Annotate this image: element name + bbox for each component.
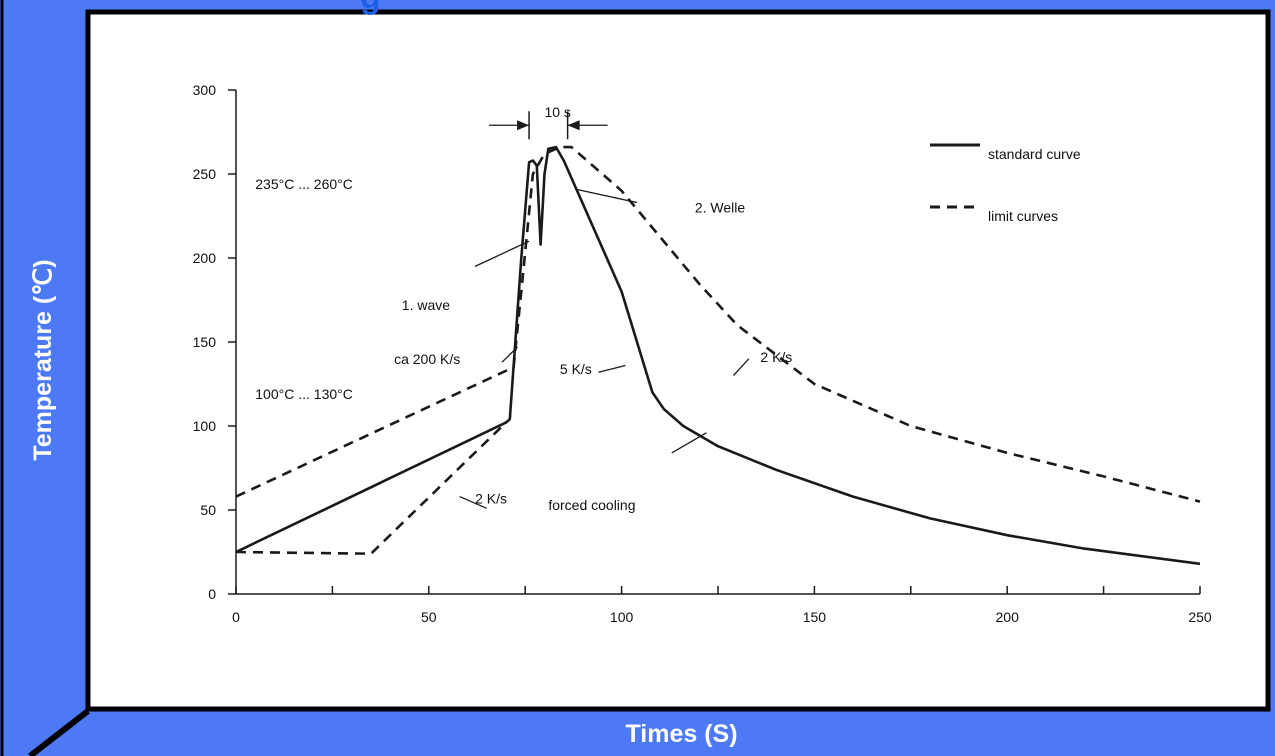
plot-background bbox=[85, 9, 1271, 712]
limit-curve-line-2 bbox=[235, 421, 507, 555]
x-tick-label: 0 bbox=[232, 609, 240, 625]
annotation-label: 2 K/s bbox=[475, 490, 507, 506]
annotation-label: 235°C ... 260°C bbox=[255, 176, 353, 192]
x-tick-label: 200 bbox=[996, 609, 1020, 625]
header-partial-title: g bbox=[360, 0, 381, 16]
y-tick-label: 200 bbox=[193, 250, 217, 266]
annotation-leader-line bbox=[598, 364, 626, 373]
limit-curve-line-1 bbox=[235, 145, 1201, 503]
x-axis-title-band: Times (S) bbox=[88, 712, 1275, 756]
annotation-label: 1. wave bbox=[402, 297, 450, 313]
x-tick-label: 50 bbox=[421, 609, 437, 625]
annotation-leader-line bbox=[501, 346, 518, 363]
annotation-label: ca 200 K/s bbox=[394, 351, 460, 367]
x-tick-label: 100 bbox=[610, 609, 634, 625]
y-tick-label: 150 bbox=[193, 334, 217, 350]
annotation-label: 10 s bbox=[544, 104, 570, 120]
annotation-label: 2. Welle bbox=[695, 200, 746, 216]
standard-curve-line-0 bbox=[235, 145, 1201, 566]
annotation-label: 100°C ... 130°C bbox=[255, 386, 353, 402]
annotation-leader-line bbox=[732, 358, 750, 377]
frame-bevel-line bbox=[28, 708, 90, 756]
y-tick-label: 50 bbox=[200, 502, 216, 518]
y-tick-label: 100 bbox=[193, 418, 217, 434]
annotation-leader-line bbox=[459, 495, 487, 509]
legend-entry-label: limit curves bbox=[988, 208, 1058, 224]
annotation-leader-line bbox=[671, 432, 707, 454]
y-tick-label: 0 bbox=[208, 586, 216, 602]
x-tick-label: 150 bbox=[803, 609, 827, 625]
annotation-label: 2 K/s bbox=[760, 349, 792, 365]
annotation-label: forced cooling bbox=[548, 497, 635, 513]
y-tick-label: 300 bbox=[193, 82, 217, 98]
x-axis-title: Times (S) bbox=[625, 719, 738, 748]
y-tick-label: 250 bbox=[193, 166, 217, 182]
annotation-leader-line bbox=[474, 240, 530, 267]
bracket-arrow-right-head bbox=[567, 120, 580, 131]
annotation-leader-line bbox=[575, 188, 638, 204]
legend-entry-label: standard curve bbox=[988, 146, 1081, 162]
annotation-label: 5 K/s bbox=[560, 361, 592, 377]
x-tick-label: 250 bbox=[1188, 609, 1212, 625]
bracket-arrow-left-head bbox=[517, 120, 530, 131]
